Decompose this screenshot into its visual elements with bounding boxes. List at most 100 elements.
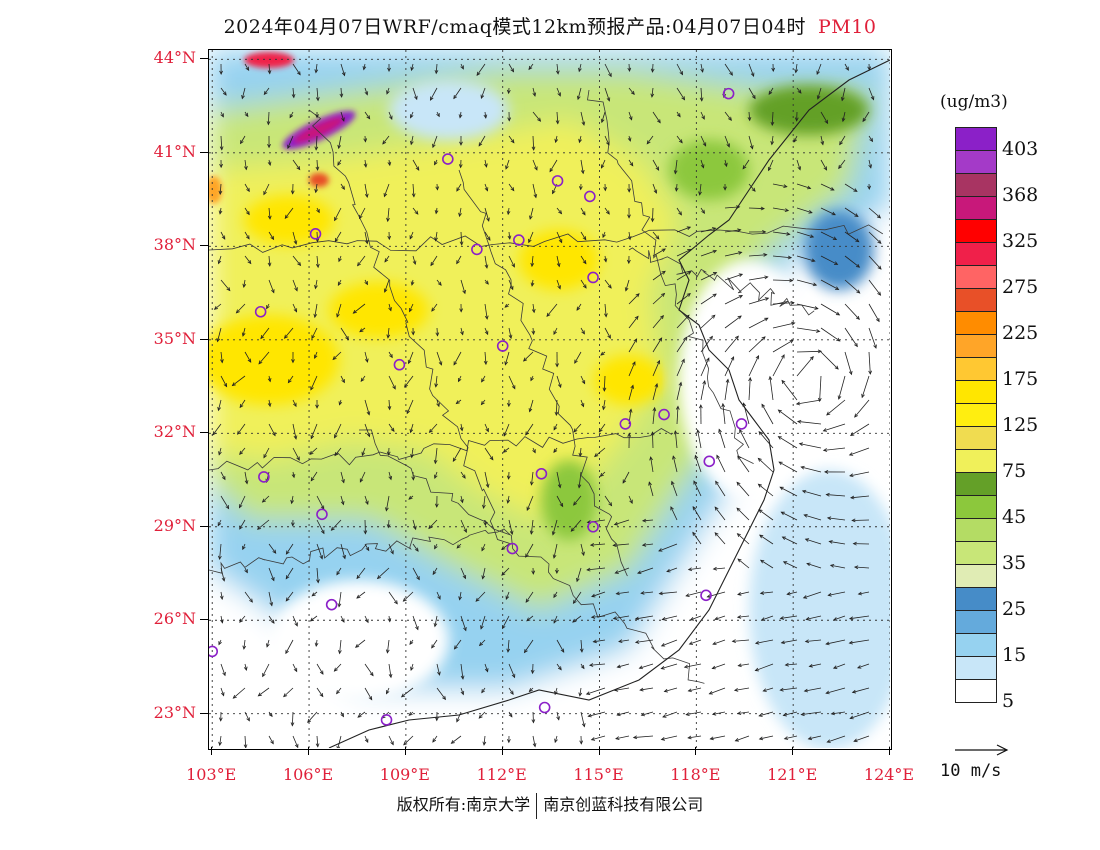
wind-vector-head <box>588 663 594 667</box>
wind-vector-head <box>319 555 324 560</box>
wind-vector <box>844 279 860 294</box>
wind-vector <box>716 455 726 473</box>
wind-vector-head <box>553 448 558 454</box>
wind-vector-head <box>602 233 606 239</box>
wind-vector <box>724 63 733 76</box>
wind-vector <box>580 231 587 240</box>
wind-vector <box>676 207 682 216</box>
wind-vector <box>388 399 391 410</box>
wind-vector <box>586 687 606 695</box>
wind-vector-head <box>598 428 603 433</box>
wind-vector <box>796 207 813 214</box>
wind-vector <box>844 207 859 217</box>
wind-vector <box>436 351 442 366</box>
wind-vector-head <box>434 383 438 388</box>
wind-vector-head <box>530 669 535 675</box>
wind-vector <box>502 615 510 629</box>
wind-vector <box>676 135 683 144</box>
wind-vector-head <box>293 435 298 440</box>
wind-vector-head <box>503 432 508 437</box>
wind-vector <box>579 687 582 696</box>
lon-tick <box>404 747 406 755</box>
map-panel <box>208 49 892 750</box>
wind-vector <box>700 250 717 257</box>
wind-vector-head <box>507 235 512 240</box>
wind-vector <box>364 687 373 700</box>
wind-vector-head <box>825 690 830 695</box>
lon-tick <box>211 747 213 755</box>
wind-vector <box>456 255 462 264</box>
wind-vector-head <box>363 530 368 535</box>
wind-vector <box>854 566 870 569</box>
wind-vector <box>526 615 534 622</box>
wind-vector <box>386 87 390 94</box>
wind-vector <box>737 615 750 618</box>
wind-vector-head <box>768 375 773 381</box>
wind-vector <box>525 591 534 603</box>
city-marker <box>722 87 735 100</box>
wind-vector <box>805 538 822 545</box>
wind-vector-head <box>675 405 680 410</box>
wind-vector-head <box>869 137 874 143</box>
wind-vector-head <box>660 737 666 741</box>
wind-vector-head <box>790 300 795 305</box>
wind-vector-head <box>528 238 532 244</box>
wind-vector-head <box>650 93 655 98</box>
wind-vector-head <box>314 642 319 648</box>
city-marker <box>309 228 322 240</box>
wind-vector-head <box>530 282 535 287</box>
wind-vector-head <box>624 287 629 292</box>
wind-vector <box>686 591 702 597</box>
wind-vector <box>616 591 630 595</box>
wind-vector <box>364 735 369 743</box>
wind-vector <box>628 87 635 95</box>
wind-vector <box>676 293 691 305</box>
wind-vector-head <box>600 164 605 169</box>
wind-vector <box>556 495 564 507</box>
wind-vector-head <box>556 716 560 721</box>
wind-vector-head <box>217 259 222 265</box>
colorbar-swatch <box>955 380 997 403</box>
wind-vector <box>739 429 750 449</box>
wind-vector <box>808 735 822 740</box>
wind-vector <box>388 663 392 678</box>
wind-vector-head <box>848 452 854 456</box>
wind-vector <box>850 711 870 719</box>
wind-vector <box>628 361 636 377</box>
wind-vector <box>244 471 248 484</box>
wind-vector <box>820 255 838 265</box>
wind-vector-head <box>687 688 692 693</box>
wind-vector-head <box>750 72 755 77</box>
wind-vector-head <box>602 405 606 411</box>
lon-label: 112°E <box>476 765 527 784</box>
wind-vector-head <box>759 534 764 539</box>
wind-vector-head <box>728 116 732 121</box>
wind-vector <box>412 255 416 265</box>
wind-vector-head <box>290 190 295 195</box>
wind-vector-head <box>385 507 389 512</box>
wind-vector-head <box>434 210 439 215</box>
wind-vector-head <box>693 480 697 485</box>
wind-vector-head <box>505 165 509 170</box>
wind-vector-head <box>801 489 807 494</box>
wind-vector <box>771 135 774 145</box>
wind-vector-head <box>649 456 653 461</box>
wind-vector <box>316 495 325 510</box>
wind-vector-head <box>795 401 801 406</box>
wind-vector <box>268 615 275 624</box>
wind-vector <box>388 375 396 390</box>
wind-vector <box>714 615 726 620</box>
wind-vector-head <box>361 451 366 457</box>
wind-vector <box>618 639 630 643</box>
wind-vector-head <box>853 565 859 570</box>
wind-vector-head <box>452 457 457 462</box>
wind-vector-head <box>694 454 699 459</box>
wind-vector-head <box>877 291 882 296</box>
wind-vector-head <box>830 187 835 191</box>
wind-vector <box>429 423 438 433</box>
wind-vector-head <box>553 619 558 624</box>
lat-tick <box>200 58 208 60</box>
pm10-concentration-map <box>209 50 890 748</box>
wind-vector <box>460 663 464 679</box>
wind-vector-head <box>867 185 871 190</box>
